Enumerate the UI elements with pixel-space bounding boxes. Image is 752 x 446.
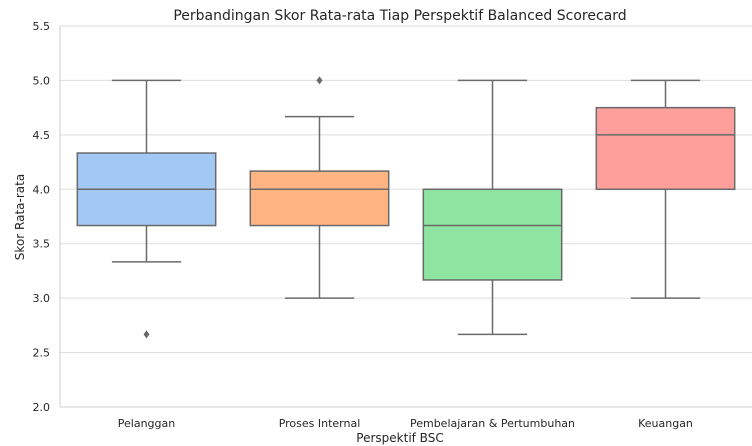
y-tick-label: 4.0 — [33, 183, 51, 196]
outlier-point — [316, 76, 323, 85]
box-proses-internal — [249, 76, 390, 299]
box-pembelajaran-pertumbuhan — [422, 79, 563, 336]
chart-title: Perbandingan Skor Rata-rata Tiap Perspek… — [173, 8, 626, 24]
x-axis-label: Perspektif BSC — [356, 431, 443, 445]
iqr-box — [595, 106, 736, 191]
y-axis-ticks: 2.0 2.5 3.0 3.5 4.0 4.5 5.0 5.5 — [33, 20, 51, 414]
box-keuangan — [595, 79, 736, 299]
y-axis-label: Skor Rata-rata — [13, 174, 27, 260]
x-tick-label: Pembelajaran & Pertumbuhan — [410, 417, 575, 430]
x-axis-ticks: Pelanggan Proses Internal Pembelajaran & P… — [118, 417, 693, 430]
y-tick-label: 5.0 — [33, 74, 51, 87]
y-tick-label: 2.5 — [33, 347, 51, 360]
iqr-box — [249, 170, 390, 227]
y-tick-label: 4.5 — [33, 129, 51, 142]
y-tick-label: 2.0 — [33, 401, 51, 414]
x-tick-label: Keuangan — [638, 417, 693, 430]
y-tick-label: 5.5 — [33, 20, 51, 33]
x-tick-label: Pelanggan — [118, 417, 175, 430]
boxes — [76, 76, 736, 339]
box-pelanggan — [76, 79, 217, 339]
iqr-box — [422, 188, 563, 281]
x-tick-label: Proses Internal — [279, 417, 361, 430]
y-tick-label: 3.5 — [33, 238, 51, 251]
outlier-point — [143, 330, 150, 339]
y-tick-label: 3.0 — [33, 292, 51, 305]
